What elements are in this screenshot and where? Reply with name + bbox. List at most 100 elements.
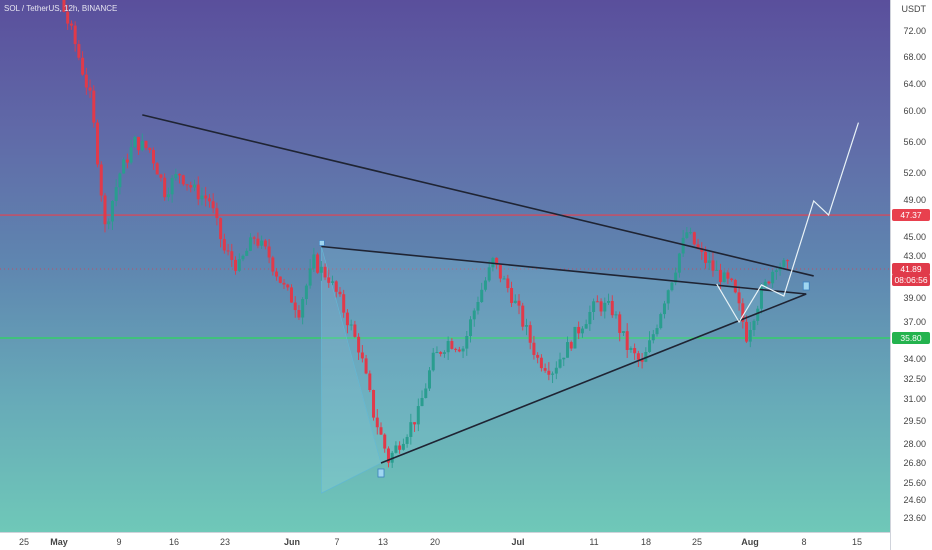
price-tick-label: 26.80 xyxy=(903,458,926,468)
candle-body xyxy=(543,368,547,371)
drawing-handle[interactable] xyxy=(377,468,385,478)
candle-body xyxy=(446,341,450,353)
candle-body xyxy=(334,281,338,292)
drawing-handle[interactable] xyxy=(319,240,325,246)
candle-body xyxy=(133,136,137,148)
symbol-title[interactable]: SOL / TetherUS, 12h, BINANCE xyxy=(4,4,118,13)
candle-body xyxy=(737,292,741,304)
candle-body xyxy=(506,278,510,289)
chart-canvas[interactable] xyxy=(0,0,890,532)
candle-body xyxy=(558,359,562,368)
candle-body xyxy=(681,237,685,254)
candle-body xyxy=(159,174,163,178)
price-tick-label: 28.00 xyxy=(903,439,926,449)
candle-body xyxy=(151,149,155,164)
candle-body xyxy=(204,195,208,199)
candle-body xyxy=(685,232,689,238)
candle-body xyxy=(767,281,771,284)
candle-body xyxy=(137,136,141,151)
candle-body xyxy=(226,250,230,252)
candle-body xyxy=(338,291,342,295)
candle-body xyxy=(502,278,506,280)
candle-body xyxy=(655,328,659,335)
candle-body xyxy=(726,272,730,279)
drawing-handle[interactable] xyxy=(802,281,810,291)
price-axis[interactable]: USDT 72.00 68.00 64.00 60.00 56.00 52.00 49.00… xyxy=(890,0,932,550)
candle-body xyxy=(237,259,241,271)
candle-body xyxy=(636,353,640,360)
candle-body xyxy=(357,336,361,353)
candle-body xyxy=(532,342,536,355)
time-tick-label: 7 xyxy=(334,537,340,547)
time-tick-label: 16 xyxy=(168,537,180,547)
price-tick-label: 31.00 xyxy=(903,394,926,404)
candle-body xyxy=(763,281,767,288)
price-tick-label: 23.60 xyxy=(903,513,926,523)
candle-body xyxy=(196,184,200,200)
candle-body xyxy=(733,280,737,293)
candle-body xyxy=(379,427,383,435)
candle-body xyxy=(297,310,301,318)
candle-body xyxy=(536,354,540,358)
candle-body xyxy=(401,443,405,450)
candle-body xyxy=(689,232,693,234)
candle-body xyxy=(293,302,297,311)
candle-body xyxy=(178,173,182,176)
candle-body xyxy=(566,342,569,358)
candle-body xyxy=(88,87,92,91)
candle-body xyxy=(614,314,618,316)
candle-body xyxy=(342,294,346,313)
candle-body xyxy=(211,201,215,209)
projection-path[interactable] xyxy=(716,122,860,324)
candle-body xyxy=(181,175,185,185)
candle-body xyxy=(700,248,704,252)
candle-body xyxy=(487,267,491,281)
candle-body xyxy=(573,326,577,349)
time-tick-label: 23 xyxy=(219,537,231,547)
candle-body xyxy=(480,289,484,303)
candle-body xyxy=(308,268,312,286)
candle-body xyxy=(625,331,629,350)
candle-body xyxy=(170,178,174,195)
candle-body xyxy=(629,348,633,350)
candle-body xyxy=(633,348,637,354)
candle-body xyxy=(110,200,114,222)
candle-body xyxy=(782,260,786,267)
candle-body xyxy=(457,349,461,352)
candle-body xyxy=(73,25,77,45)
candle-body xyxy=(730,278,734,281)
candle-body xyxy=(592,301,596,312)
candle-body xyxy=(416,406,420,425)
candle-body xyxy=(610,301,614,316)
candle-body xyxy=(372,390,376,418)
candle-body xyxy=(278,276,282,283)
candle-body xyxy=(99,164,103,196)
trendline-2[interactable] xyxy=(321,245,807,295)
candle-body xyxy=(368,373,372,391)
candle-body xyxy=(454,348,458,350)
trendline-3[interactable] xyxy=(380,293,807,464)
time-tick-label: 25 xyxy=(18,537,30,547)
price-tick-label: 29.50 xyxy=(903,416,926,426)
candle-body xyxy=(316,254,320,273)
time-tick-label: Jun xyxy=(283,537,301,547)
candle-body xyxy=(331,281,335,283)
candle-body xyxy=(96,122,100,165)
candle-body xyxy=(722,272,726,283)
candle-body xyxy=(345,312,349,326)
price-tick-label: 68.00 xyxy=(903,52,926,62)
candle-body xyxy=(219,218,223,240)
time-tick-label: 9 xyxy=(116,537,122,547)
candle-body xyxy=(472,310,476,320)
chart-plot-area[interactable] xyxy=(0,0,890,532)
candle-body xyxy=(651,334,655,341)
candle-body xyxy=(476,302,480,311)
measure-triangle[interactable] xyxy=(321,246,382,494)
time-axis[interactable]: 25 May 9 16 23 Jun 7 13 20 Jul 11 18 25 Aug 8 15 xyxy=(0,532,890,550)
candle-body xyxy=(513,300,517,303)
candle-body xyxy=(386,448,390,463)
trendline-1[interactable] xyxy=(142,114,814,277)
candle-body xyxy=(607,301,611,303)
time-tick-label: 18 xyxy=(640,537,652,547)
